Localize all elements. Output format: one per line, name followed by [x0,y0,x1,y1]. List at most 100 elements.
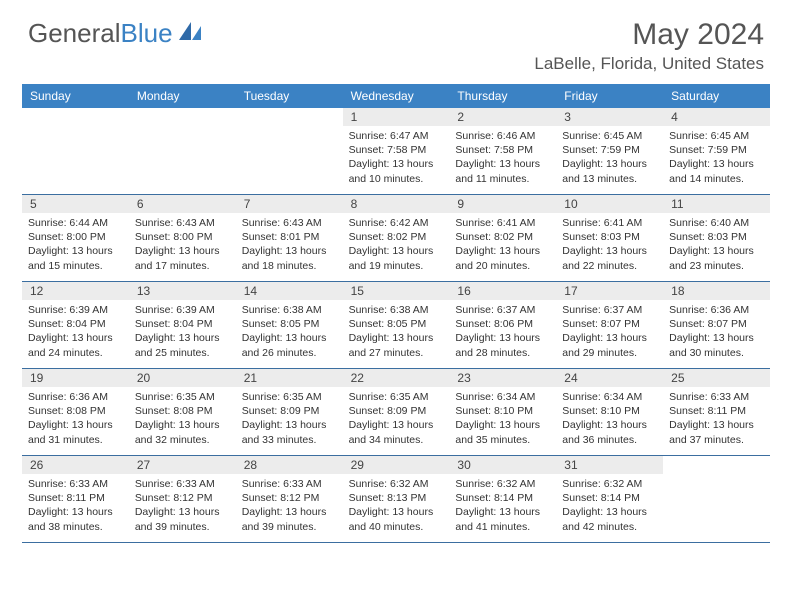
weekday-tuesday: Tuesday [236,84,343,108]
sunset-text: Sunset: 8:03 PM [669,230,765,244]
sunrise-text: Sunrise: 6:38 AM [242,303,338,317]
sunrise-text: Sunrise: 6:40 AM [669,216,765,230]
day-number: 14 [236,282,343,300]
day-body: Sunrise: 6:32 AMSunset: 8:14 PMDaylight:… [556,474,663,539]
daylight-text: and 17 minutes. [135,259,231,273]
daylight-text: and 18 minutes. [242,259,338,273]
daylight-text: Daylight: 13 hours [669,331,765,345]
day-number: 5 [22,195,129,213]
sunrise-text: Sunrise: 6:37 AM [455,303,551,317]
sunset-text: Sunset: 7:58 PM [349,143,445,157]
daylight-text: Daylight: 13 hours [669,157,765,171]
day-body: Sunrise: 6:37 AMSunset: 8:07 PMDaylight:… [556,300,663,365]
sunset-text: Sunset: 7:59 PM [669,143,765,157]
logo-text-1: General [28,18,121,49]
day-body: Sunrise: 6:38 AMSunset: 8:05 PMDaylight:… [343,300,450,365]
sunset-text: Sunset: 8:04 PM [28,317,124,331]
daylight-text: and 40 minutes. [349,520,445,534]
daylight-text: and 37 minutes. [669,433,765,447]
sunset-text: Sunset: 8:07 PM [669,317,765,331]
daylight-text: and 38 minutes. [28,520,124,534]
day-number: 31 [556,456,663,474]
day-cell: 4Sunrise: 6:45 AMSunset: 7:59 PMDaylight… [663,108,770,194]
day-number: 8 [343,195,450,213]
day-body: Sunrise: 6:41 AMSunset: 8:02 PMDaylight:… [449,213,556,278]
sunrise-text: Sunrise: 6:33 AM [28,477,124,491]
day-cell: 15Sunrise: 6:38 AMSunset: 8:05 PMDayligh… [343,282,450,368]
daylight-text: Daylight: 13 hours [135,418,231,432]
logo-text-2: Blue [121,18,173,49]
daylight-text: Daylight: 13 hours [135,331,231,345]
day-cell [236,108,343,194]
day-cell: 17Sunrise: 6:37 AMSunset: 8:07 PMDayligh… [556,282,663,368]
sunset-text: Sunset: 8:09 PM [349,404,445,418]
weekday-saturday: Saturday [663,84,770,108]
sunset-text: Sunset: 8:14 PM [455,491,551,505]
sunrise-text: Sunrise: 6:43 AM [242,216,338,230]
sunset-text: Sunset: 8:00 PM [28,230,124,244]
daylight-text: and 33 minutes. [242,433,338,447]
daylight-text: and 23 minutes. [669,259,765,273]
daylight-text: Daylight: 13 hours [242,505,338,519]
day-number: 13 [129,282,236,300]
calendar: Sunday Monday Tuesday Wednesday Thursday… [22,84,770,543]
day-cell: 2Sunrise: 6:46 AMSunset: 7:58 PMDaylight… [449,108,556,194]
daylight-text: and 25 minutes. [135,346,231,360]
day-cell [22,108,129,194]
day-body: Sunrise: 6:34 AMSunset: 8:10 PMDaylight:… [449,387,556,452]
day-cell: 29Sunrise: 6:32 AMSunset: 8:13 PMDayligh… [343,456,450,542]
day-number: 26 [22,456,129,474]
daylight-text: Daylight: 13 hours [242,331,338,345]
day-body: Sunrise: 6:43 AMSunset: 8:00 PMDaylight:… [129,213,236,278]
sunset-text: Sunset: 8:06 PM [455,317,551,331]
sunset-text: Sunset: 8:12 PM [242,491,338,505]
daylight-text: Daylight: 13 hours [349,505,445,519]
day-cell: 28Sunrise: 6:33 AMSunset: 8:12 PMDayligh… [236,456,343,542]
day-number: 2 [449,108,556,126]
sunrise-text: Sunrise: 6:38 AM [349,303,445,317]
day-body: Sunrise: 6:35 AMSunset: 8:09 PMDaylight:… [236,387,343,452]
day-number: 1 [343,108,450,126]
sunset-text: Sunset: 8:10 PM [455,404,551,418]
day-body: Sunrise: 6:43 AMSunset: 8:01 PMDaylight:… [236,213,343,278]
day-body: Sunrise: 6:36 AMSunset: 8:07 PMDaylight:… [663,300,770,365]
day-cell: 6Sunrise: 6:43 AMSunset: 8:00 PMDaylight… [129,195,236,281]
weekday-thursday: Thursday [449,84,556,108]
daylight-text: Daylight: 13 hours [562,244,658,258]
logo: GeneralBlue [28,18,203,49]
sunrise-text: Sunrise: 6:35 AM [242,390,338,404]
day-cell: 5Sunrise: 6:44 AMSunset: 8:00 PMDaylight… [22,195,129,281]
sunset-text: Sunset: 8:08 PM [135,404,231,418]
week-row: 19Sunrise: 6:36 AMSunset: 8:08 PMDayligh… [22,369,770,456]
day-body: Sunrise: 6:39 AMSunset: 8:04 PMDaylight:… [129,300,236,365]
daylight-text: Daylight: 13 hours [455,331,551,345]
day-body: Sunrise: 6:41 AMSunset: 8:03 PMDaylight:… [556,213,663,278]
day-number: 9 [449,195,556,213]
day-cell: 24Sunrise: 6:34 AMSunset: 8:10 PMDayligh… [556,369,663,455]
day-number: 10 [556,195,663,213]
sunrise-text: Sunrise: 6:37 AM [562,303,658,317]
daylight-text: and 26 minutes. [242,346,338,360]
daylight-text: and 32 minutes. [135,433,231,447]
day-cell: 13Sunrise: 6:39 AMSunset: 8:04 PMDayligh… [129,282,236,368]
sunrise-text: Sunrise: 6:39 AM [135,303,231,317]
day-number: 16 [449,282,556,300]
logo-sail-icon [177,18,203,49]
daylight-text: Daylight: 13 hours [669,244,765,258]
day-number: 7 [236,195,343,213]
weekday-sunday: Sunday [22,84,129,108]
daylight-text: Daylight: 13 hours [242,244,338,258]
sunrise-text: Sunrise: 6:42 AM [349,216,445,230]
daylight-text: Daylight: 13 hours [135,244,231,258]
day-cell: 11Sunrise: 6:40 AMSunset: 8:03 PMDayligh… [663,195,770,281]
week-row: 1Sunrise: 6:47 AMSunset: 7:58 PMDaylight… [22,108,770,195]
sunrise-text: Sunrise: 6:32 AM [455,477,551,491]
day-cell: 20Sunrise: 6:35 AMSunset: 8:08 PMDayligh… [129,369,236,455]
daylight-text: Daylight: 13 hours [562,157,658,171]
day-body: Sunrise: 6:45 AMSunset: 7:59 PMDaylight:… [556,126,663,191]
daylight-text: Daylight: 13 hours [28,418,124,432]
day-cell [129,108,236,194]
day-body: Sunrise: 6:36 AMSunset: 8:08 PMDaylight:… [22,387,129,452]
sunset-text: Sunset: 8:09 PM [242,404,338,418]
daylight-text: and 34 minutes. [349,433,445,447]
